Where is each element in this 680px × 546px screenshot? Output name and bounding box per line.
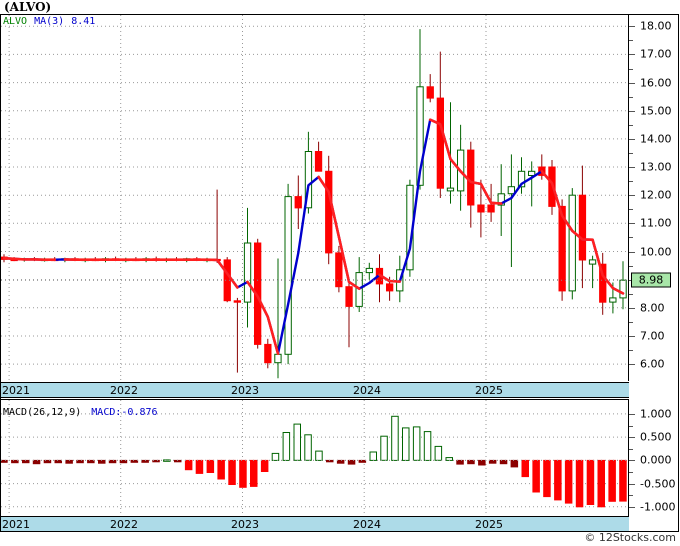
last-price-badge: 8.98	[631, 272, 671, 288]
price-minor-tick	[629, 124, 633, 126]
price-minor-tick	[629, 96, 633, 98]
macd-tick	[629, 413, 635, 415]
price-minor-tick	[629, 350, 633, 351]
price-tick-label: 11.00	[640, 216, 672, 230]
price-tick-label: 14.00	[640, 132, 672, 146]
price-tick	[629, 195, 635, 197]
price-minor-tick	[629, 153, 633, 154]
macd-tick-label: 0.500	[640, 430, 672, 444]
price-tick-label: 13.00	[640, 160, 672, 174]
price-chart-panel[interactable]	[1, 15, 629, 381]
price-minor-tick	[629, 265, 633, 267]
macd-tick-label: 1.000	[640, 407, 672, 421]
macd-legend-value: MACD:-0.876	[91, 407, 158, 418]
macd-minor-tick	[629, 472, 633, 473]
price-tick-label: 12.00	[640, 188, 672, 202]
legend-symbol: ALVO	[3, 16, 28, 27]
macd-tick-label: -0.500	[640, 477, 676, 491]
year-label: 2023	[231, 384, 259, 397]
macd-tick-label: -1.000	[640, 500, 676, 514]
price-tick-label: 16.00	[640, 76, 672, 90]
macd-minor-tick	[629, 425, 633, 427]
year-label: 2021	[2, 518, 30, 531]
price-y-axis: 18.00 17.00 16.00 15.00 14.00 13.00 12.00 11.00…	[629, 15, 679, 381]
macd-legend: MACD(26,12,9) MACD:-0.876	[3, 407, 158, 418]
macd-minor-tick	[629, 495, 633, 497]
watermark: © 12Stocks.com	[584, 531, 676, 544]
price-tick	[629, 26, 635, 28]
macd-tick	[629, 483, 635, 485]
price-minor-tick	[629, 40, 633, 42]
price-tick	[629, 223, 635, 225]
price-tick-label: 7.00	[640, 329, 665, 343]
price-minor-tick	[629, 321, 633, 323]
year-label: 2021	[2, 384, 30, 397]
price-tick-label: 18.00	[640, 19, 672, 33]
macd-legend-name: MACD(26,12,9)	[3, 407, 82, 418]
price-tick-label: 17.00	[640, 47, 672, 61]
year-label: 2025	[475, 518, 503, 531]
legend-ma-value: 8.41	[71, 16, 96, 27]
price-minor-tick	[629, 209, 633, 211]
year-label: 2022	[110, 518, 138, 531]
year-label: 2022	[110, 384, 138, 397]
price-tick	[629, 167, 635, 168]
price-legend: ALVO MA(3) 8.41	[3, 16, 95, 27]
price-tick-label: 15.00	[640, 104, 672, 118]
macd-tick	[629, 460, 635, 462]
macd-plot-svg	[1, 400, 628, 516]
price-tick	[629, 364, 635, 366]
price-minor-tick	[629, 181, 633, 183]
year-label: 2024	[353, 518, 381, 531]
macd-y-axis: 1.000 0.500 0.000 -0.500 -1.000	[629, 406, 679, 516]
x-axis-years-top: 2021 2022 2023 2024 2025	[1, 382, 629, 398]
price-minor-tick	[629, 293, 633, 295]
price-tick	[629, 110, 635, 112]
macd-tick	[629, 506, 635, 508]
x-axis-years-bottom: 2021 2022 2023 2024 2025	[1, 516, 629, 532]
macd-tick	[629, 437, 635, 439]
year-label: 2024	[353, 384, 381, 397]
price-tick-label: 6.00	[640, 357, 665, 371]
price-minor-tick	[629, 237, 633, 239]
price-tick	[629, 138, 635, 140]
price-tick-label: 8.00	[640, 301, 665, 315]
title-bar: (ALVO)	[0, 0, 680, 15]
year-label: 2025	[475, 384, 503, 397]
price-tick	[629, 54, 635, 56]
macd-tick-label: 0.000	[640, 453, 672, 467]
macd-minor-tick	[629, 448, 633, 450]
price-minor-tick	[629, 68, 633, 70]
price-tick	[629, 82, 635, 84]
price-tick-label: 10.00	[640, 245, 672, 258]
macd-chart-panel[interactable]	[1, 399, 629, 516]
year-label: 2023	[231, 518, 259, 531]
legend-indicator: MA(3)	[34, 16, 65, 27]
price-tick	[629, 336, 635, 337]
price-tick	[629, 251, 635, 253]
price-tick	[629, 307, 635, 309]
price-plot-svg	[1, 15, 628, 381]
page-title: (ALVO)	[4, 0, 52, 14]
